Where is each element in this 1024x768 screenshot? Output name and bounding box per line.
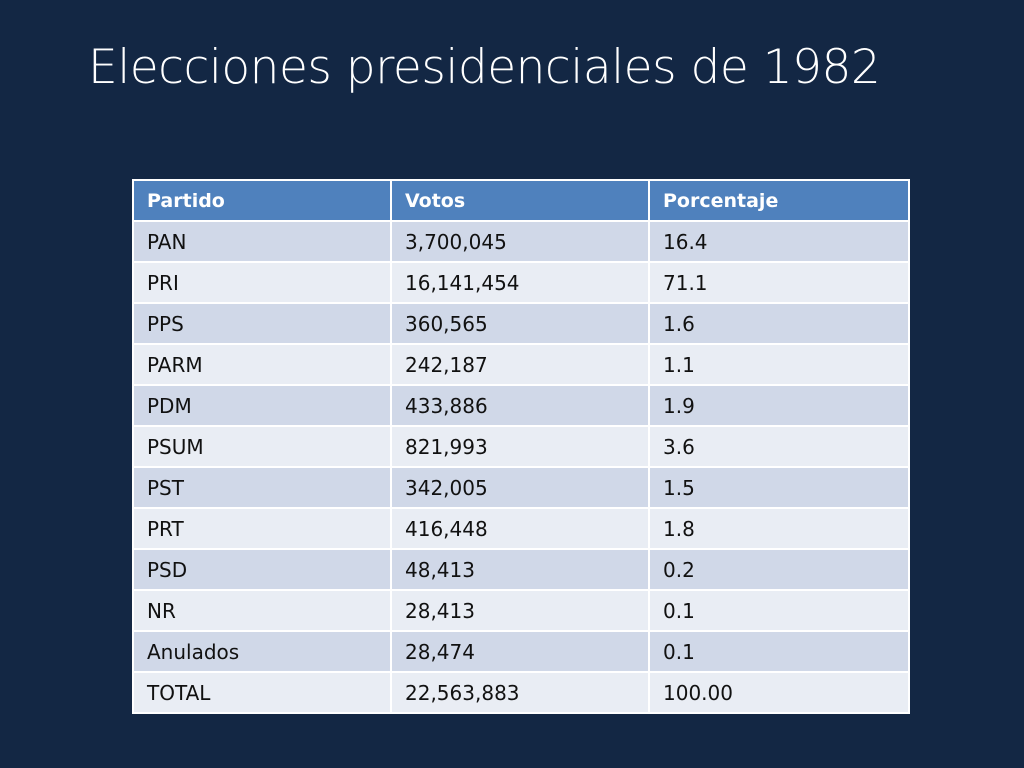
cell-votos: 22,563,883 (390, 671, 650, 714)
cell-porcentaje: 1.9 (648, 384, 910, 427)
cell-partido: NR (132, 589, 392, 632)
cell-partido: PRT (132, 507, 392, 550)
cell-porcentaje: 1.6 (648, 302, 910, 345)
cell-votos: 28,474 (390, 630, 650, 673)
cell-porcentaje: 3.6 (648, 425, 910, 468)
table-row: PSD 48,413 0.2 (132, 548, 910, 591)
table-row: PSUM 821,993 3.6 (132, 425, 910, 468)
table-row: PDM 433,886 1.9 (132, 384, 910, 427)
cell-porcentaje: 16.4 (648, 220, 910, 263)
cell-votos: 3,700,045 (390, 220, 650, 263)
table-row: TOTAL 22,563,883 100.00 (132, 671, 910, 714)
cell-votos: 433,886 (390, 384, 650, 427)
cell-votos: 242,187 (390, 343, 650, 386)
cell-partido: PSD (132, 548, 392, 591)
table-row: NR 28,413 0.1 (132, 589, 910, 632)
cell-votos: 416,448 (390, 507, 650, 550)
cell-partido: PST (132, 466, 392, 509)
table-row: PRT 416,448 1.8 (132, 507, 910, 550)
cell-partido: PARM (132, 343, 392, 386)
cell-votos: 48,413 (390, 548, 650, 591)
cell-porcentaje: 1.1 (648, 343, 910, 386)
cell-porcentaje: 0.1 (648, 630, 910, 673)
cell-votos: 821,993 (390, 425, 650, 468)
slide-title: Elecciones presidenciales de 1982 (88, 40, 881, 95)
cell-porcentaje: 1.5 (648, 466, 910, 509)
table-row: PARM 242,187 1.1 (132, 343, 910, 386)
cell-porcentaje: 0.1 (648, 589, 910, 632)
table-row: PST 342,005 1.5 (132, 466, 910, 509)
cell-votos: 16,141,454 (390, 261, 650, 304)
cell-porcentaje: 71.1 (648, 261, 910, 304)
table-header-row: Partido Votos Porcentaje (132, 179, 910, 222)
cell-porcentaje: 100.00 (648, 671, 910, 714)
cell-partido: PDM (132, 384, 392, 427)
cell-partido: PAN (132, 220, 392, 263)
column-header-votos: Votos (390, 179, 650, 222)
table-row: PRI 16,141,454 71.1 (132, 261, 910, 304)
cell-partido: PRI (132, 261, 392, 304)
election-results-table: Partido Votos Porcentaje PAN 3,700,045 16.… (132, 179, 910, 714)
table-row: Anulados 28,474 0.1 (132, 630, 910, 673)
column-header-partido: Partido (132, 179, 392, 222)
cell-partido: Anulados (132, 630, 392, 673)
table-row: PPS 360,565 1.6 (132, 302, 910, 345)
table-row: PAN 3,700,045 16.4 (132, 220, 910, 263)
cell-porcentaje: 0.2 (648, 548, 910, 591)
cell-votos: 360,565 (390, 302, 650, 345)
cell-porcentaje: 1.8 (648, 507, 910, 550)
table-body: PAN 3,700,045 16.4 PRI 16,141,454 71.1 PPS 360,… (132, 220, 910, 714)
cell-votos: 342,005 (390, 466, 650, 509)
cell-votos: 28,413 (390, 589, 650, 632)
cell-partido: TOTAL (132, 671, 392, 714)
cell-partido: PPS (132, 302, 392, 345)
cell-partido: PSUM (132, 425, 392, 468)
column-header-porcentaje: Porcentaje (648, 179, 910, 222)
